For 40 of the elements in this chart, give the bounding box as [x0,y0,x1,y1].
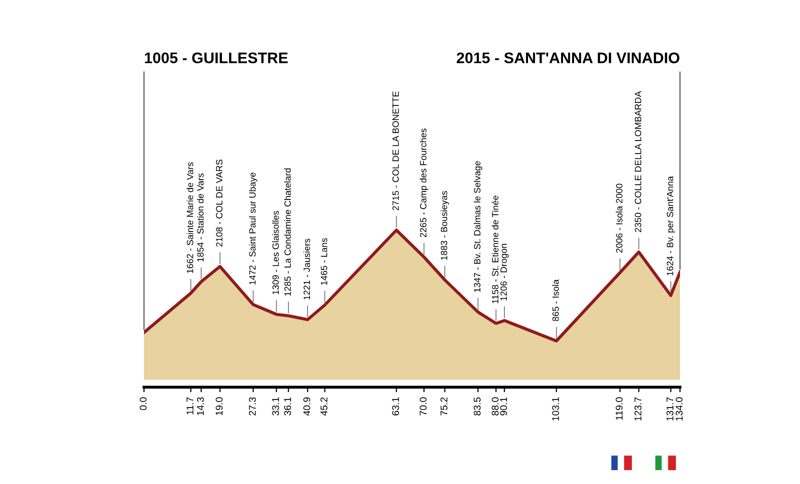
x-tick-label: 83.5 [474,397,481,416]
data-label: 1347 - Bv. St. Dalmas le Selvage [474,161,482,292]
x-tick-label: 63.1 [392,397,400,416]
x-tick-label: 14.3 [196,397,204,416]
data-label: 1854 - Station de Vars [196,173,204,262]
data-label: 2006 - Isola 2000 [616,184,622,253]
x-tick-label: 75.2 [440,397,448,416]
x-tick-label: 103.1 [552,397,560,421]
x-tick-label: 36.1 [284,397,292,416]
x-tick-label: 123.7 [634,397,642,421]
data-label: 1206 - Drogon [500,244,509,300]
data-label: 2108 - COL DE VARS [216,160,222,247]
x-tick-label: 11.7 [186,397,194,414]
x-tick-label: 45.2 [320,397,328,416]
x-tick-label: 134.0 [676,397,683,421]
data-label: 1309 - Les Glaisolles [272,210,279,294]
data-label: 1285 - La Condamine Chatelard [284,168,291,296]
x-tick-label: 19.0 [216,397,223,416]
x-tick-label: 27.3 [248,397,256,416]
data-label: 1662 - Sainte Marie de Vars [186,162,194,274]
x-tick-label: 70.0 [420,397,427,416]
data-label: 2265 - Camp des Fourches [420,128,428,238]
data-label: 1005 - GUILLESTRE [144,52,288,64]
data-label: 1158 - St. Etienne de Tinée [492,196,498,304]
data-label: 2350 - COLLE DELLA LOMBARDA [634,91,642,232]
data-label: 1624 - Bv. per Sant'Anna [666,176,676,276]
x-tick-label: 40.9 [303,397,310,416]
x-tick-label: 119.0 [616,397,623,420]
x-tick-label: 88.0 [492,397,499,416]
data-label: 865 - Isola [552,279,559,322]
data-label: 2715 - COL DE LA BONETTE [392,91,399,210]
data-label: 2015 - SANT'ANNA DI VINADIO [456,52,680,64]
x-tick-label: 90.1 [500,397,508,416]
data-label: 1221 - Jausiers [303,238,310,300]
x-tick-label: 0.0 [140,397,147,410]
x-tick-label: 33.1 [272,397,280,416]
data-label: 1883 - Bousieyas [440,191,450,260]
data-label: 1472 - Saint Paul sur Ubaye [248,172,258,284]
x-tick-label: 131.7 [666,397,674,421]
data-label: 1465 - Lans [320,238,328,285]
